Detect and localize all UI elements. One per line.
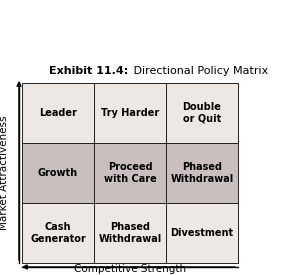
Bar — [166, 83, 238, 143]
Bar — [166, 203, 238, 263]
Bar — [22, 143, 94, 203]
Bar — [94, 83, 166, 143]
Text: Leader: Leader — [39, 108, 77, 118]
Text: Competitive Strength: Competitive Strength — [74, 264, 186, 274]
Text: Cash
Generator: Cash Generator — [30, 222, 86, 244]
Text: Growth: Growth — [38, 168, 78, 178]
Text: Market Attractiveness: Market Attractiveness — [0, 116, 9, 230]
Text: Try Harder: Try Harder — [101, 108, 159, 118]
Text: Proceed
with Care: Proceed with Care — [104, 162, 156, 184]
Text: Exhibit 11.4:: Exhibit 11.4: — [49, 66, 128, 76]
Bar — [94, 203, 166, 263]
Text: Directional Policy Matrix: Directional Policy Matrix — [130, 66, 268, 76]
Text: Divestment: Divestment — [170, 228, 233, 238]
Text: Phased
Withdrawal: Phased Withdrawal — [98, 222, 162, 244]
Bar — [22, 83, 94, 143]
Bar — [166, 143, 238, 203]
Bar — [22, 203, 94, 263]
Bar — [94, 143, 166, 203]
Text: Phased
Withdrawal: Phased Withdrawal — [170, 162, 234, 184]
Text: Double
or Quit: Double or Quit — [183, 102, 221, 124]
